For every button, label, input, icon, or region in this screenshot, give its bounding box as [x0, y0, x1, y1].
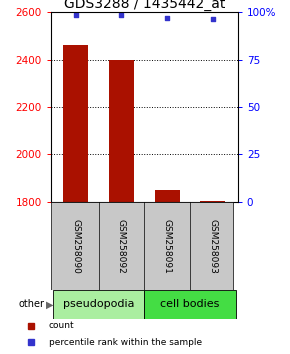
Text: GSM258093: GSM258093	[208, 218, 217, 274]
Point	[165, 15, 169, 21]
Text: count: count	[49, 321, 74, 330]
Text: GSM258091: GSM258091	[163, 218, 172, 274]
Text: other: other	[19, 299, 45, 309]
Bar	[200, 201, 225, 202]
Text: GSM258090: GSM258090	[71, 218, 80, 274]
Title: GDS3288 / 1435442_at: GDS3288 / 1435442_at	[64, 0, 225, 11]
Bar	[109, 61, 134, 202]
Bar	[53, 290, 144, 319]
Text: pseudopodia: pseudopodia	[63, 299, 134, 309]
Text: ▶: ▶	[46, 299, 53, 309]
Bar	[155, 190, 180, 202]
Bar	[63, 45, 88, 202]
Text: cell bodies: cell bodies	[160, 299, 220, 309]
Point	[119, 12, 124, 18]
Text: GSM258092: GSM258092	[117, 219, 126, 273]
Point	[210, 16, 215, 22]
Point	[74, 12, 78, 18]
Bar	[144, 290, 235, 319]
Text: percentile rank within the sample: percentile rank within the sample	[49, 338, 202, 347]
